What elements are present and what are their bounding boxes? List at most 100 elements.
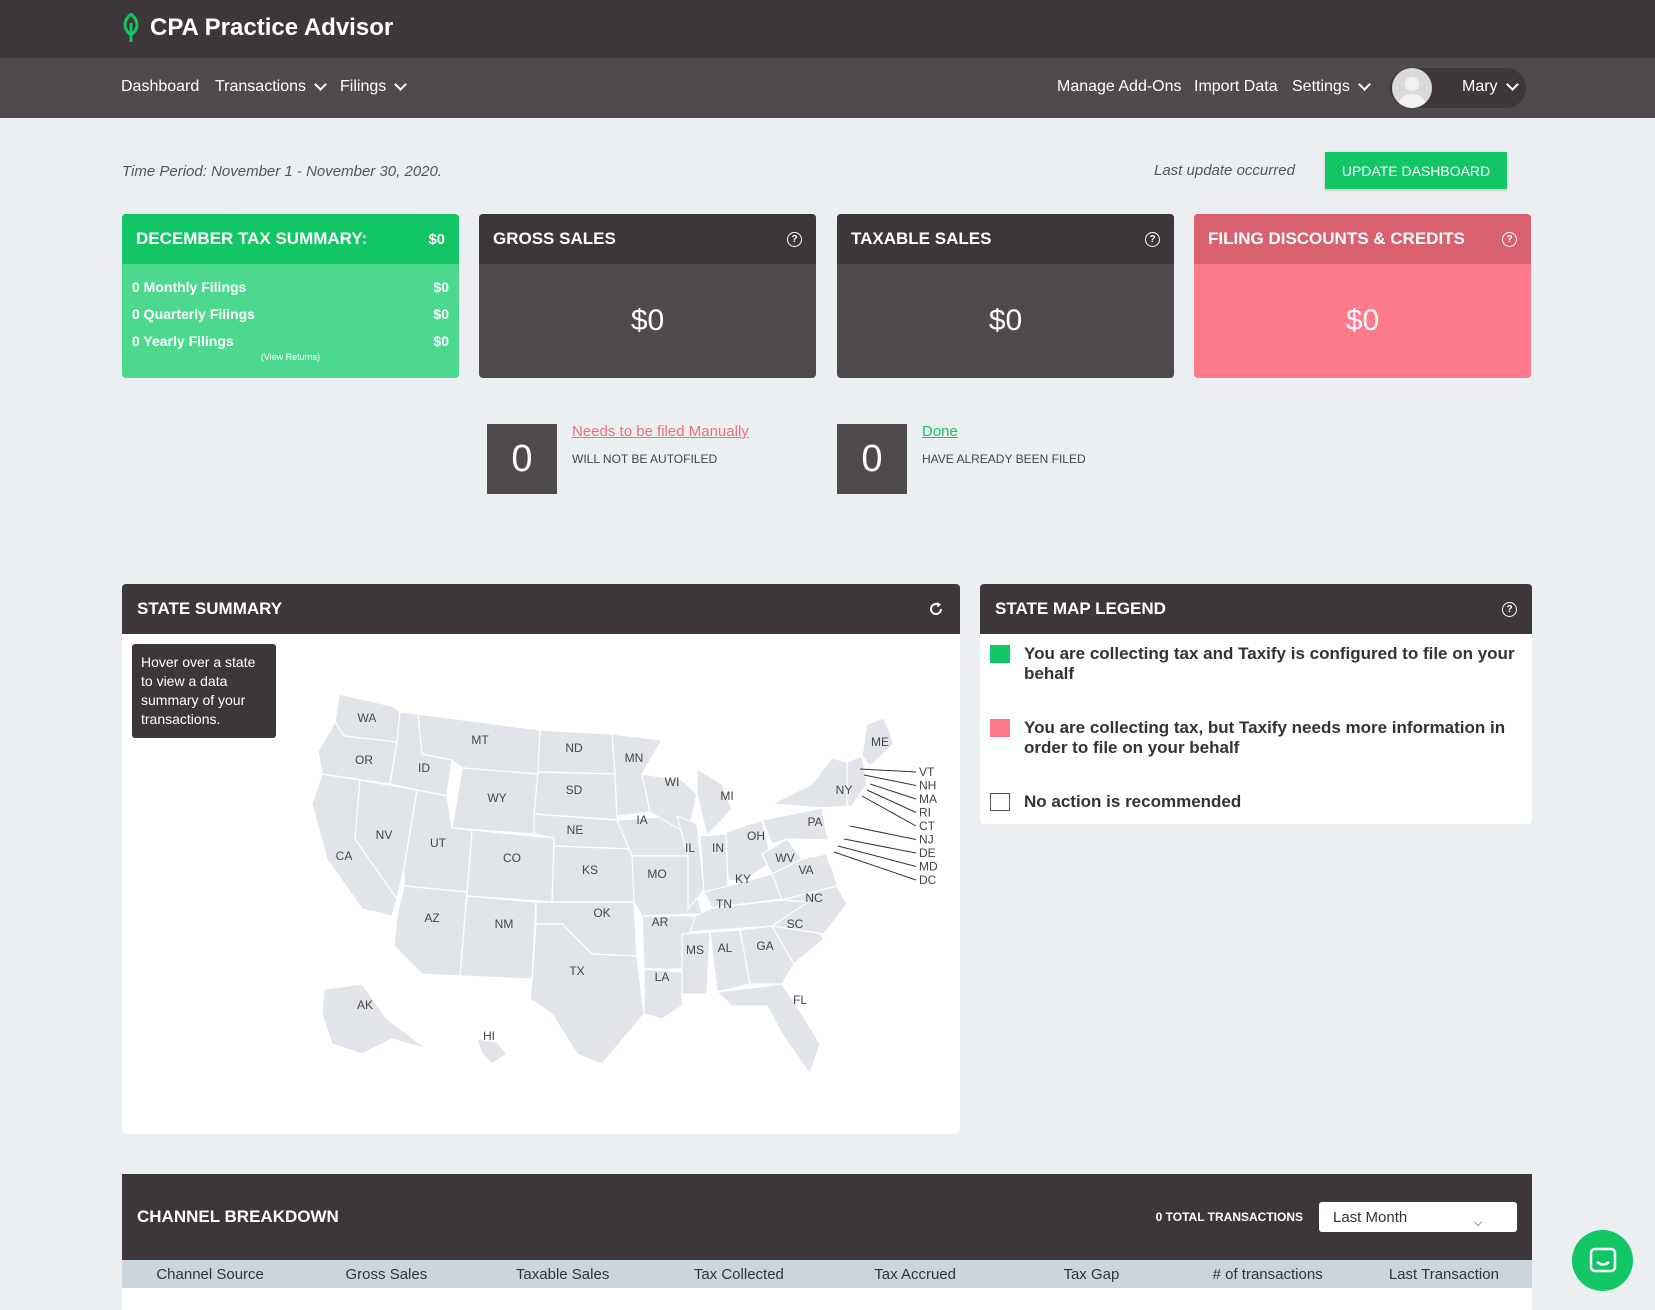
leader-line-nh xyxy=(863,774,917,786)
nav-manage-addons[interactable]: Manage Add-Ons xyxy=(1057,78,1182,96)
chevron-down-icon xyxy=(394,78,408,91)
yearly-filings-row[interactable]: 0 Yearly Filings $0 xyxy=(122,327,459,354)
tax-summary-title: DECEMBER TAX SUMMARY: xyxy=(136,229,368,248)
filing-discounts-value: $0 xyxy=(1345,304,1380,337)
state-label-md: MD xyxy=(919,860,938,874)
done-subtext: HAVE ALREADY BEEN FILED xyxy=(922,452,1086,466)
quarterly-filings-row[interactable]: 0 Quarterly Filings $0 xyxy=(122,300,459,327)
last-update-text: Last update occurred xyxy=(1154,162,1295,179)
col-last-transaction[interactable]: Last Transaction xyxy=(1388,1265,1499,1283)
chevron-down-icon xyxy=(1505,78,1519,91)
update-dashboard-button[interactable]: UPDATE DASHBOARD xyxy=(1325,152,1507,189)
channel-header: CHANNEL BREAKDOWN 0 TOTAL TRANSACTIONS L… xyxy=(122,1174,1532,1260)
state-label-ok: OK xyxy=(593,906,610,920)
nav-dashboard[interactable]: Dashboard xyxy=(121,78,199,96)
chat-button[interactable] xyxy=(1572,1230,1633,1291)
state-label-mo: MO xyxy=(647,867,666,881)
leader-line-ct xyxy=(861,795,917,827)
chevron-down-icon xyxy=(1357,78,1371,91)
filing-discounts-card: FILING DISCOUNTS & CREDITS ? $0 xyxy=(1194,214,1531,378)
state-me[interactable] xyxy=(861,717,895,767)
col-transactions[interactable]: # of transactions xyxy=(1212,1265,1323,1283)
leader-line-ri xyxy=(866,789,917,813)
state-ga[interactable] xyxy=(739,925,795,985)
state-label-ks: KS xyxy=(582,863,598,877)
col-taxable-sales[interactable]: Taxable Sales xyxy=(515,1265,610,1283)
row-label: 0 Yearly Filings xyxy=(132,332,234,349)
help-icon[interactable]: ? xyxy=(1145,231,1160,247)
refresh-icon[interactable] xyxy=(927,600,945,618)
state-az[interactable] xyxy=(393,885,468,977)
tax-summary-card: DECEMBER TAX SUMMARY: $0 0 Monthly Filin… xyxy=(122,214,459,378)
state-mo[interactable] xyxy=(631,855,703,917)
state-fl[interactable] xyxy=(715,983,821,1076)
state-ne-states[interactable] xyxy=(846,755,868,807)
done-link[interactable]: Done xyxy=(922,423,958,440)
state-label-mt: MT xyxy=(471,733,489,747)
empty-swatch-icon xyxy=(990,793,1010,811)
user-name[interactable]: Mary xyxy=(1462,78,1519,96)
state-mi[interactable] xyxy=(696,767,733,838)
state-label-me: ME xyxy=(871,735,889,749)
help-icon[interactable]: ? xyxy=(1502,231,1517,247)
nav-transactions[interactable]: Transactions xyxy=(215,78,327,96)
state-label-nc: NC xyxy=(805,891,823,905)
gross-sales-card: GROSS SALES ? $0 xyxy=(479,214,816,378)
state-ms[interactable] xyxy=(681,931,711,995)
col-tax-accrued[interactable]: Tax Accrued xyxy=(874,1265,956,1283)
tax-summary-body: 0 Monthly Filings $0 0 Quarterly Filings $… xyxy=(122,264,459,363)
nav-filings-label: Filings xyxy=(340,78,387,95)
date-range-value: Last Month xyxy=(1333,1208,1408,1226)
col-gross-sales[interactable]: Gross Sales xyxy=(345,1265,428,1283)
state-label-tx: TX xyxy=(569,964,584,978)
needs-manual-filing-link[interactable]: Needs to be filed Manually xyxy=(572,423,749,440)
monthly-filings-row[interactable]: 0 Monthly Filings $0 xyxy=(122,273,459,300)
state-la[interactable] xyxy=(643,968,683,1020)
taxable-sales-header: TAXABLE SALES ? xyxy=(837,214,1174,264)
state-wv[interactable] xyxy=(761,838,803,875)
col-channel-source[interactable]: Channel Source xyxy=(156,1265,264,1283)
avatar[interactable] xyxy=(1392,68,1432,108)
state-label-in: IN xyxy=(712,841,724,855)
state-label-nd: ND xyxy=(565,741,583,755)
state-oh[interactable] xyxy=(725,819,773,883)
state-co[interactable] xyxy=(466,829,555,903)
state-nm[interactable] xyxy=(459,895,537,980)
state-pa[interactable] xyxy=(761,807,829,845)
nav-import-data[interactable]: Import Data xyxy=(1194,78,1278,96)
state-label-wa: WA xyxy=(358,711,377,725)
top-bar: CPA Practice Advisor xyxy=(0,0,1655,58)
channel-title: CHANNEL BREAKDOWN xyxy=(137,1207,339,1226)
state-label-tn: TN xyxy=(716,897,732,911)
taxable-sales-value: $0 xyxy=(988,304,1023,337)
state-label-de: DE xyxy=(919,846,936,860)
nav-filings[interactable]: Filings xyxy=(340,78,408,96)
date-range-select[interactable]: Last Month xyxy=(1319,1202,1517,1232)
brand[interactable]: CPA Practice Advisor xyxy=(120,13,393,43)
chat-icon xyxy=(1589,1247,1616,1272)
chevron-down-icon xyxy=(314,78,327,91)
state-label-ms: MS xyxy=(686,943,704,957)
state-ak[interactable] xyxy=(321,983,428,1055)
leader-line-dc xyxy=(833,851,917,881)
state-tx[interactable] xyxy=(529,923,645,1065)
col-tax-collected[interactable]: Tax Collected xyxy=(693,1265,784,1283)
state-hi[interactable] xyxy=(476,1038,508,1065)
view-returns-link[interactable]: (View Returns) xyxy=(260,352,321,362)
time-period: Time Period: November 1 - November 30, 2… xyxy=(122,163,443,180)
done-count: 0 xyxy=(837,424,907,494)
state-label-la: LA xyxy=(655,970,670,984)
us-state-map[interactable]: WA OR ID MT ND SD WY NE CA NV UT CO KS MN IA WI MI IL IN OH… xyxy=(122,634,960,1134)
total-transactions: 0 TOTAL TRANSACTIONS xyxy=(1155,1210,1303,1224)
state-il[interactable] xyxy=(676,814,705,911)
state-label-ak: AK xyxy=(357,998,373,1012)
col-tax-gap[interactable]: Tax Gap xyxy=(1063,1265,1120,1283)
help-icon[interactable]: ? xyxy=(787,231,802,247)
state-summary-panel: STATE SUMMARY Hover over a state to view… xyxy=(122,584,960,1134)
state-summary-title: STATE SUMMARY xyxy=(137,599,283,618)
state-label-wy: WY xyxy=(487,791,506,805)
nav-settings[interactable]: Settings xyxy=(1292,78,1371,96)
state-label-nh: NH xyxy=(919,779,936,793)
help-icon[interactable]: ? xyxy=(1502,601,1517,617)
